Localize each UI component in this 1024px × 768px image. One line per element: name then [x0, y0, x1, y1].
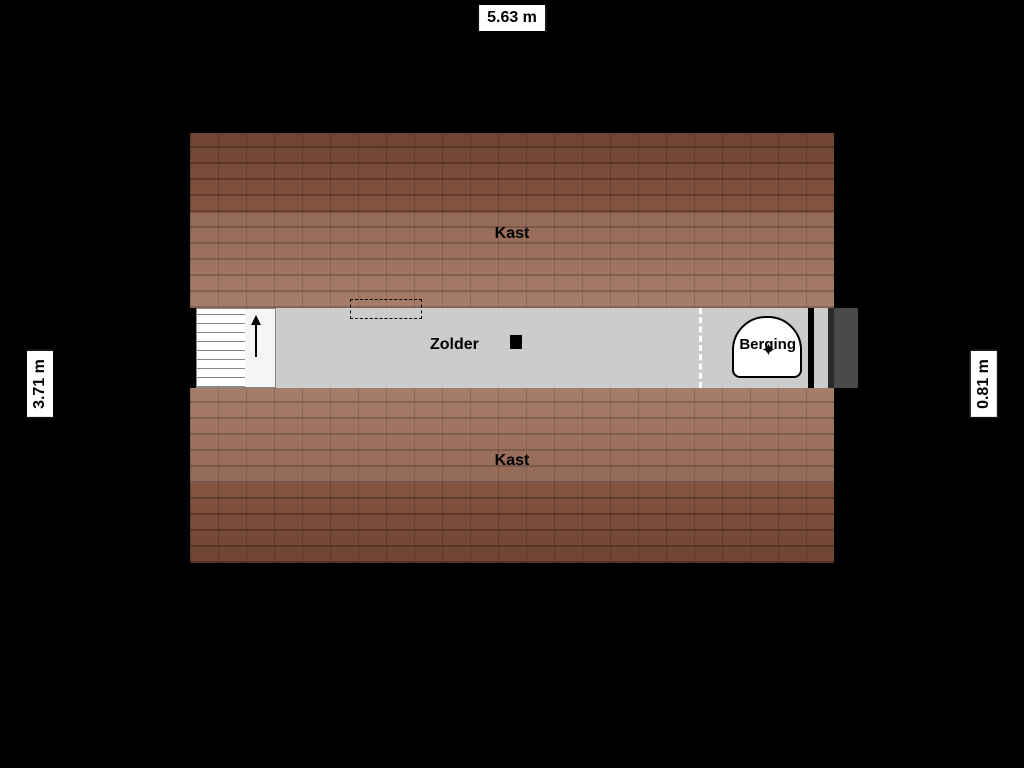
floor-plan: Kast Kast Zolder Berging ✦ [190, 133, 834, 563]
stair-steps [197, 309, 245, 387]
stair-arrow-line [255, 323, 257, 357]
vent-icon [510, 335, 522, 349]
dimension-top: 5.63 m [478, 4, 546, 32]
zolder-label: Zolder [430, 336, 479, 354]
berging-label: Berging [739, 336, 796, 353]
kast-bottom-label: Kast [495, 452, 530, 470]
dimension-right: 0.81 m [970, 350, 998, 418]
staircase [196, 308, 276, 388]
exterior-gap-right [834, 308, 858, 388]
dimension-left: 3.71 m [26, 350, 54, 418]
berging-wall [808, 308, 814, 388]
door-dashed [699, 308, 702, 388]
roof-top: Kast [190, 133, 834, 308]
kast-top-label: Kast [495, 225, 530, 243]
floor-hatch [350, 299, 422, 319]
roof-bottom: Kast [190, 388, 834, 563]
